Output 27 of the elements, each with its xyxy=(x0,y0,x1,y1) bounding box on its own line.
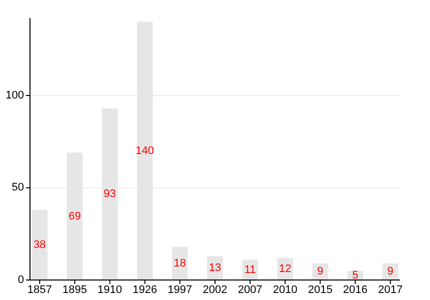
data-label: 9 xyxy=(387,266,394,278)
x-tick-label: 1857 xyxy=(27,284,52,296)
x-tick-label: 1910 xyxy=(98,284,122,296)
data-label: 11 xyxy=(244,264,256,276)
x-tick-label: 1997 xyxy=(168,284,192,296)
bar xyxy=(32,210,48,280)
data-label: 13 xyxy=(208,262,222,274)
y-tick-label: 0 xyxy=(18,274,24,286)
y-tick-label: 50 xyxy=(12,182,24,194)
data-label: 93 xyxy=(104,188,116,200)
x-tick-label: 2016 xyxy=(343,284,368,296)
x-tick-label: 2010 xyxy=(272,284,298,296)
x-tick-label: 2007 xyxy=(238,284,262,296)
data-label: 9 xyxy=(317,266,324,278)
data-label: 69 xyxy=(68,210,81,222)
bar xyxy=(172,246,188,280)
data-label: 18 xyxy=(174,257,186,270)
data-label: 38 xyxy=(34,238,46,251)
x-tick-label: 2015 xyxy=(308,284,332,296)
x-tick-label: 2002 xyxy=(202,284,228,296)
data-label: 140 xyxy=(136,144,154,157)
x-tick-label: 2017 xyxy=(378,284,403,296)
x-tick-label: 1895 xyxy=(62,284,87,296)
y-tick-label: 100 xyxy=(6,89,24,102)
data-label: 12 xyxy=(279,262,292,275)
x-tick-label: 1926 xyxy=(132,284,158,296)
data-label: 5 xyxy=(352,269,358,282)
